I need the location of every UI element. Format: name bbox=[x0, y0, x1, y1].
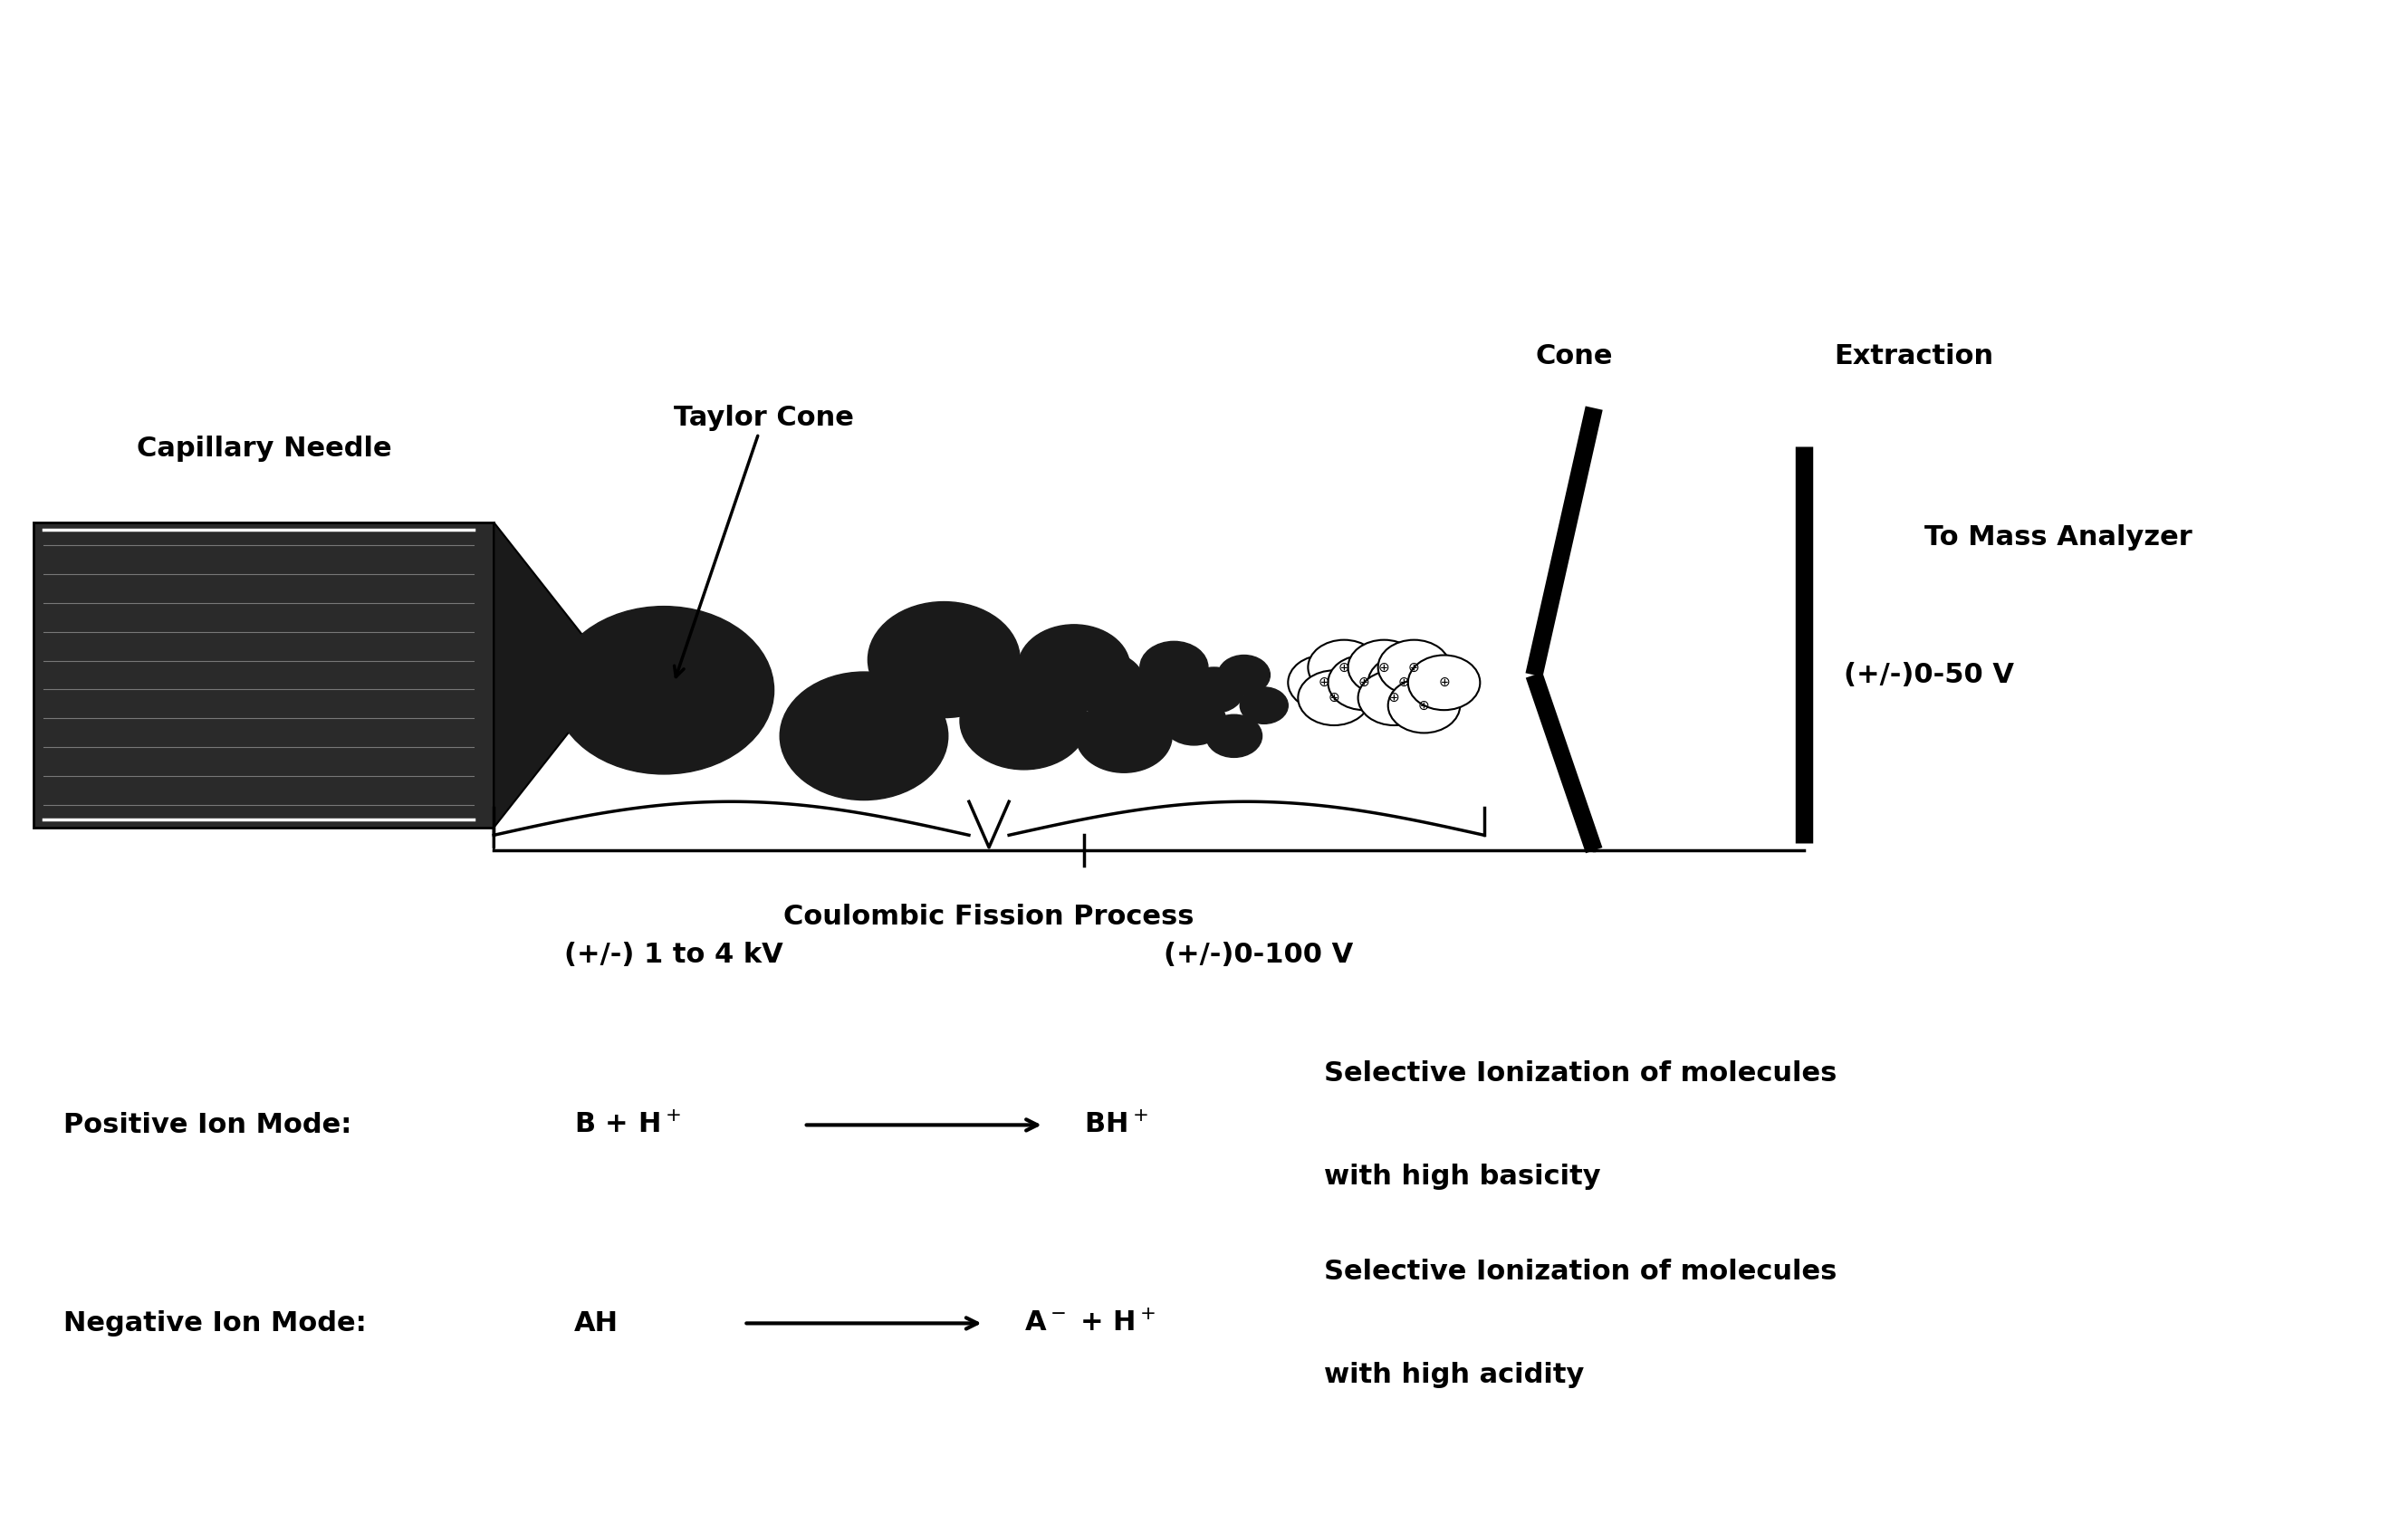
Circle shape bbox=[1358, 670, 1430, 725]
Text: ⊕: ⊕ bbox=[1418, 699, 1430, 713]
Text: ⊕: ⊕ bbox=[1339, 661, 1351, 675]
Text: ⊕: ⊕ bbox=[1438, 676, 1450, 690]
Circle shape bbox=[1064, 652, 1144, 713]
Circle shape bbox=[1076, 699, 1173, 773]
Text: ⊕: ⊕ bbox=[1358, 676, 1370, 690]
Circle shape bbox=[1019, 624, 1129, 710]
Text: B + H$^+$: B + H$^+$ bbox=[573, 1111, 681, 1137]
Text: ⊕: ⊕ bbox=[1377, 661, 1389, 675]
Circle shape bbox=[1117, 670, 1190, 725]
Circle shape bbox=[1185, 667, 1245, 713]
Text: Coulombic Fission Process: Coulombic Fission Process bbox=[783, 904, 1194, 931]
Circle shape bbox=[1218, 655, 1269, 694]
Circle shape bbox=[1206, 714, 1262, 757]
Circle shape bbox=[1288, 655, 1361, 710]
Text: AH: AH bbox=[573, 1311, 619, 1337]
Text: To Mass Analyzer: To Mass Analyzer bbox=[1924, 524, 2191, 550]
Text: (+/-) 1 to 4 kV: (+/-) 1 to 4 kV bbox=[563, 941, 783, 969]
Text: BH$^+$: BH$^+$ bbox=[1084, 1111, 1149, 1137]
Circle shape bbox=[1139, 641, 1209, 693]
Circle shape bbox=[1308, 639, 1380, 694]
Text: ⊕: ⊕ bbox=[1317, 676, 1329, 690]
Text: Selective Ionization of molecules: Selective Ionization of molecules bbox=[1324, 1061, 1837, 1087]
Circle shape bbox=[1298, 670, 1370, 725]
Circle shape bbox=[554, 607, 773, 774]
Text: ⊕: ⊕ bbox=[1409, 661, 1421, 675]
Text: (+/-)0-50 V: (+/-)0-50 V bbox=[1845, 662, 2015, 688]
Text: (+/-)0-100 V: (+/-)0-100 V bbox=[1163, 941, 1353, 969]
Text: Selective Ionization of molecules: Selective Ionization of molecules bbox=[1324, 1259, 1837, 1285]
Text: ⊕: ⊕ bbox=[1329, 691, 1339, 705]
Text: A$^-$ + H$^+$: A$^-$ + H$^+$ bbox=[1023, 1311, 1156, 1337]
Circle shape bbox=[1377, 639, 1450, 694]
Circle shape bbox=[1387, 678, 1459, 733]
FancyBboxPatch shape bbox=[34, 523, 494, 828]
Text: with high acidity: with high acidity bbox=[1324, 1361, 1584, 1387]
Text: Negative Ion Mode:: Negative Ion Mode: bbox=[63, 1311, 366, 1337]
Circle shape bbox=[961, 671, 1088, 770]
Text: ⊕: ⊕ bbox=[1389, 691, 1399, 705]
Circle shape bbox=[1163, 696, 1226, 745]
Polygon shape bbox=[604, 667, 633, 682]
Text: Positive Ion Mode:: Positive Ion Mode: bbox=[63, 1111, 352, 1137]
Text: Taylor Cone: Taylor Cone bbox=[674, 405, 855, 678]
Text: Cone: Cone bbox=[1536, 343, 1613, 369]
Text: Capillary Needle: Capillary Needle bbox=[137, 435, 393, 461]
Circle shape bbox=[867, 602, 1021, 717]
Text: with high basicity: with high basicity bbox=[1324, 1164, 1601, 1190]
Circle shape bbox=[1348, 639, 1421, 694]
Circle shape bbox=[1329, 655, 1399, 710]
Text: Extraction: Extraction bbox=[1835, 343, 1994, 369]
Polygon shape bbox=[494, 523, 614, 828]
Circle shape bbox=[1368, 655, 1440, 710]
Circle shape bbox=[1409, 655, 1481, 710]
Circle shape bbox=[1240, 687, 1288, 724]
Text: ⊕: ⊕ bbox=[1399, 676, 1409, 690]
Circle shape bbox=[780, 671, 949, 800]
